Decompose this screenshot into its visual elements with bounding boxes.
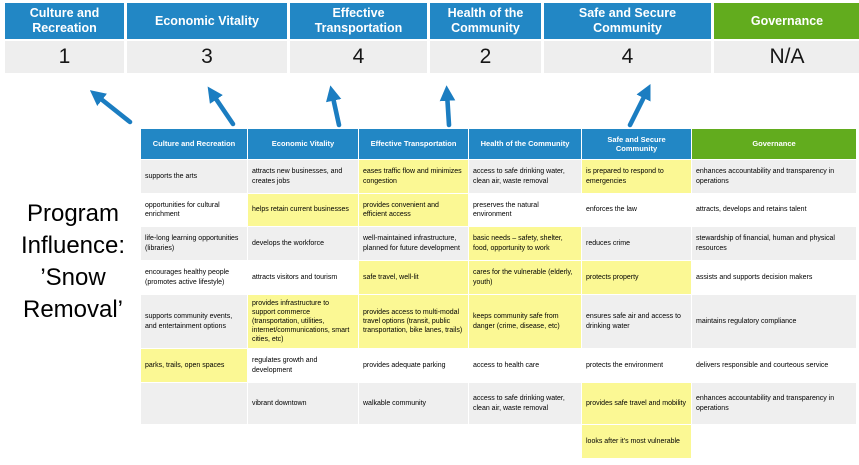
matrix-row-3: life-long learning opportunities (librar…	[140, 226, 857, 261]
matrix-cell-r2-c5: enforces the law	[581, 193, 692, 227]
category-header: Effective Transportation	[290, 3, 427, 39]
matrix-cell-r1-c2: attracts new businesses, and creates job…	[247, 159, 359, 194]
matrix-header-0: Culture and Recreation	[140, 128, 248, 160]
summary-category-3: Health of the Community 2	[430, 3, 541, 73]
matrix-cell-r2-c1: opportunities for cultural enrichment	[140, 193, 248, 227]
matrix-cell-r3-c5: reduces crime	[581, 226, 692, 261]
summary-band: Culture and Recreation 1 Economic Vitality…	[5, 3, 859, 73]
matrix-cell-r5-c3: provides access to multi-modal travel op…	[358, 294, 469, 349]
matrix-cell-r8-c6	[691, 424, 857, 459]
summary-category-2: Effective Transportation 4	[290, 3, 427, 73]
matrix-cell-r6-c6: delivers responsible and courteous servi…	[691, 348, 857, 383]
matrix-cell-r1-c3: eases traffic flow and minimizes congest…	[358, 159, 469, 194]
matrix-table: Culture and Recreation Economic Vitality E…	[140, 128, 857, 459]
matrix-header-5: Governance	[691, 128, 857, 160]
arrow-economic-icon	[207, 86, 236, 127]
matrix-cell-r4-c2: attracts visitors and tourism	[247, 260, 359, 295]
matrix-cell-r6-c5: protects the environment	[581, 348, 692, 383]
arrow-safe-icon	[627, 84, 651, 128]
summary-category-5: Governance N/A	[714, 3, 859, 73]
program-influence-label: Program Influence: ’Snow Removal’	[20, 200, 126, 323]
matrix-cell-r8-c1	[140, 424, 248, 459]
category-score: 4	[544, 41, 711, 73]
matrix-cell-r8-c4	[468, 424, 582, 459]
matrix-cell-r6-c2: regulates growth and development	[247, 348, 359, 383]
category-header: Economic Vitality	[127, 3, 287, 39]
influence-arrows	[89, 84, 651, 128]
matrix-cell-r5-c6: maintains regulatory compliance	[691, 294, 857, 349]
arrow-health-icon	[439, 85, 456, 128]
category-score: 3	[127, 41, 287, 73]
category-score: 4	[290, 41, 427, 73]
matrix-cell-r2-c3: provides convenient and efficient access	[358, 193, 469, 227]
category-header: Safe and Secure Community	[544, 3, 711, 39]
matrix-cell-r6-c3: provides adequate parking	[358, 348, 469, 383]
matrix-row-2: opportunities for cultural enrichment hel…	[140, 193, 857, 227]
matrix-row-4: encourages healthy people (promotes acti…	[140, 260, 857, 295]
matrix-cell-r7-c5: provides safe travel and mobility	[581, 382, 692, 425]
matrix-header-1: Economic Vitality	[247, 128, 359, 160]
summary-category-4: Safe and Secure Community 4	[544, 3, 711, 73]
matrix-cell-r4-c6: assists and supports decision makers	[691, 260, 857, 295]
matrix-cell-r7-c6: enhances accountability and transparency…	[691, 382, 857, 425]
arrow-culture-icon	[89, 90, 133, 125]
matrix-cell-r7-c4: access to safe drinking water, clean air…	[468, 382, 582, 425]
matrix-cell-r5-c2: provides infrastructure to support comme…	[247, 294, 359, 349]
arrow-transportation-icon	[326, 85, 342, 128]
matrix-row-7: vibrant downtown walkable community access…	[140, 382, 857, 425]
matrix-cell-r5-c1: supports community events, and entertain…	[140, 294, 248, 349]
matrix-cell-r3-c2: develops the workforce	[247, 226, 359, 261]
matrix-cell-r7-c2: vibrant downtown	[247, 382, 359, 425]
matrix-cell-r8-c2	[247, 424, 359, 459]
category-score: 1	[5, 41, 124, 73]
category-header: Culture and Recreation	[5, 3, 124, 39]
matrix-cell-r1-c4: access to safe drinking water, clean air…	[468, 159, 582, 194]
matrix-cell-r3-c6: stewardship of financial, human and phys…	[691, 226, 857, 261]
matrix-cell-r8-c5: looks after it's most vulnerable	[581, 424, 692, 459]
summary-category-1: Economic Vitality 3	[127, 3, 287, 73]
category-header: Governance	[714, 3, 859, 39]
matrix-cell-r3-c1: life-long learning opportunities (librar…	[140, 226, 248, 261]
matrix-header-3: Health of the Community	[468, 128, 582, 160]
matrix-cell-r4-c5: protects property	[581, 260, 692, 295]
matrix-cell-r4-c3: safe travel, well-lit	[358, 260, 469, 295]
matrix-cell-r6-c1: parks, trails, open spaces	[140, 348, 248, 383]
matrix-cell-r1-c5: is prepared to respond to emergencies	[581, 159, 692, 194]
category-score: N/A	[714, 41, 859, 73]
summary-category-0: Culture and Recreation 1	[5, 3, 124, 73]
matrix-cell-r2-c4: preserves the natural environment	[468, 193, 582, 227]
matrix-cell-r2-c2: helps retain current businesses	[247, 193, 359, 227]
matrix-row-8: looks after it's most vulnerable	[140, 424, 857, 459]
matrix-cell-r3-c4: basic needs – safety, shelter, food, opp…	[468, 226, 582, 261]
matrix-cell-r5-c4: keeps community safe from danger (crime,…	[468, 294, 582, 349]
matrix-row-5: supports community events, and entertain…	[140, 294, 857, 349]
matrix-cell-r5-c5: ensures safe air and access to drinking …	[581, 294, 692, 349]
matrix-cell-r4-c1: encourages healthy people (promotes acti…	[140, 260, 248, 295]
matrix-body: supports the arts attracts new businesses…	[140, 159, 857, 459]
matrix-cell-r8-c3	[358, 424, 469, 459]
category-header: Health of the Community	[430, 3, 541, 39]
matrix-cell-r4-c4: cares for the vulnerable (elderly, youth…	[468, 260, 582, 295]
matrix-row-6: parks, trails, open spaces regulates grow…	[140, 348, 857, 383]
matrix-cell-r7-c1	[140, 382, 248, 425]
matrix-cell-r2-c6: attracts, develops and retains talent	[691, 193, 857, 227]
category-score: 2	[430, 41, 541, 73]
matrix-cell-r1-c1: supports the arts	[140, 159, 248, 194]
matrix-row-1: supports the arts attracts new businesses…	[140, 159, 857, 194]
matrix-cell-r3-c3: well-maintained infrastructure, planned …	[358, 226, 469, 261]
matrix-cell-r7-c3: walkable community	[358, 382, 469, 425]
matrix-header-4: Safe and Secure Community	[581, 128, 692, 160]
matrix-cell-r1-c6: enhances accountability and transparency…	[691, 159, 857, 194]
matrix-cell-r6-c4: access to health care	[468, 348, 582, 383]
matrix-header-2: Effective Transportation	[358, 128, 469, 160]
matrix-header-row: Culture and Recreation Economic Vitality E…	[140, 128, 857, 160]
